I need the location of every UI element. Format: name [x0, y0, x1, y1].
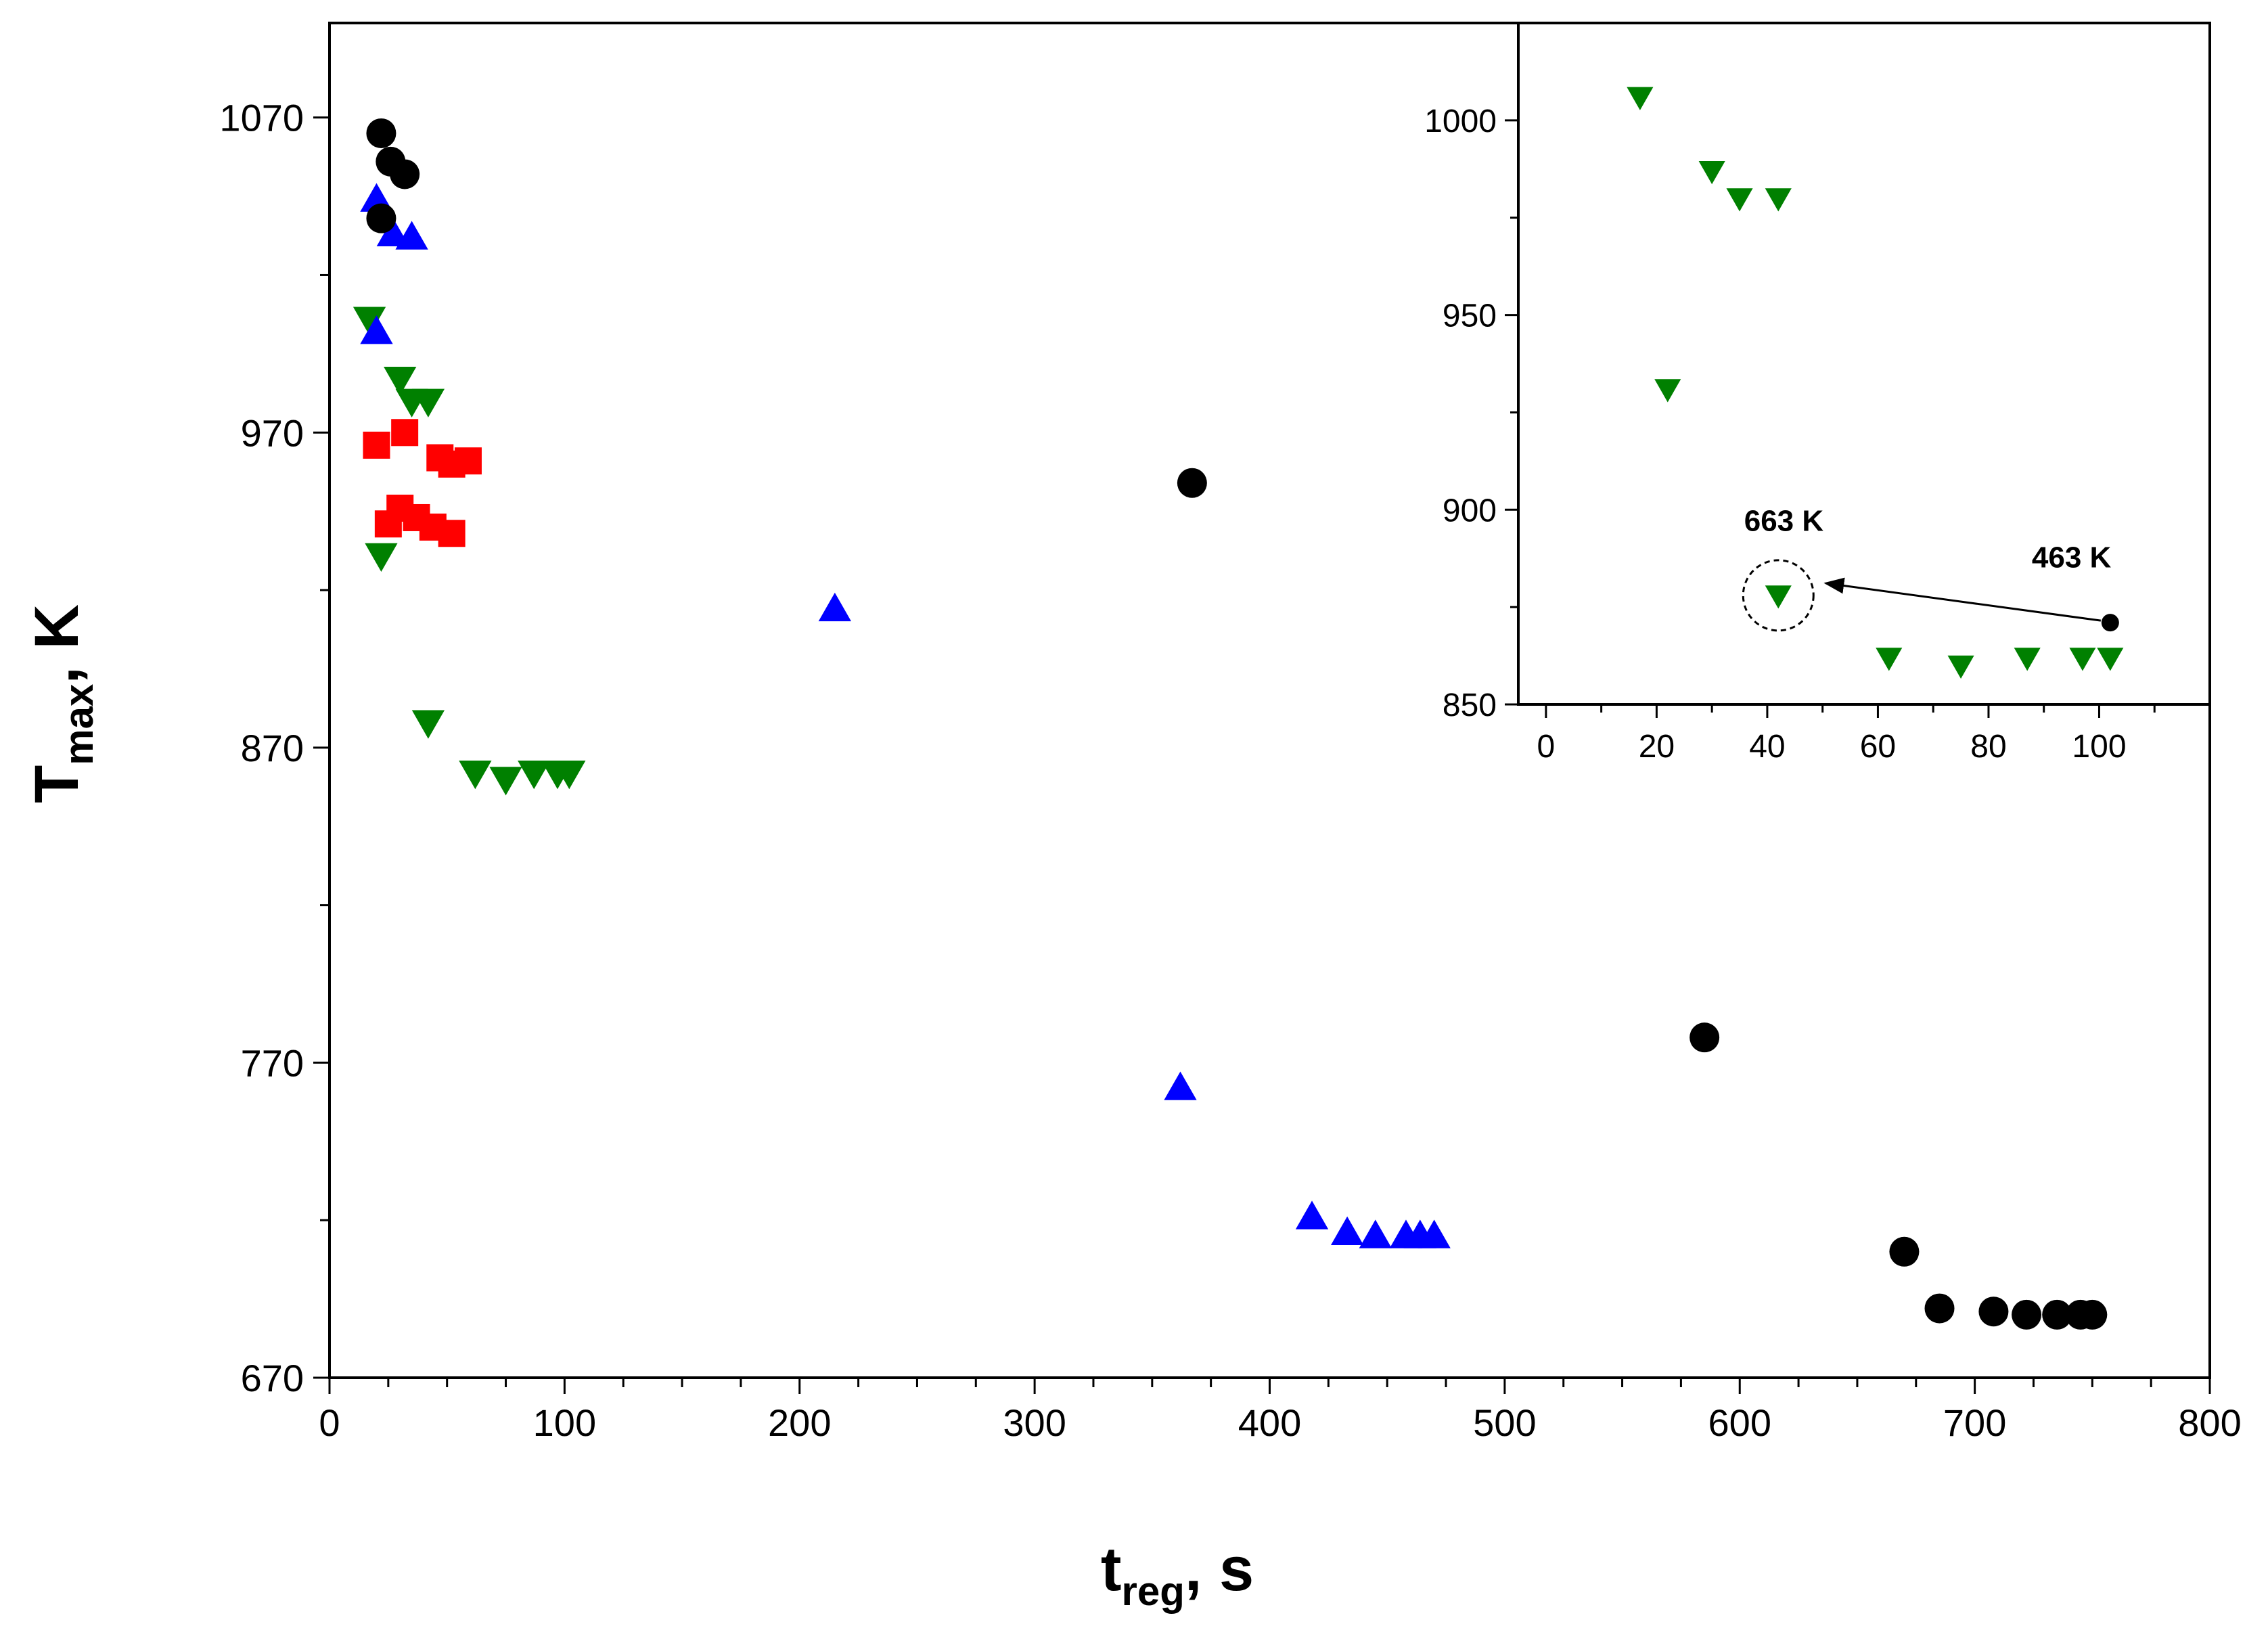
point-green-triangles-down	[489, 767, 522, 796]
point-blue-triangles-up	[395, 221, 428, 250]
point-blue-triangles-up	[376, 217, 409, 247]
x-tick-label: 200	[768, 1401, 831, 1444]
point-green-triangles-down	[411, 388, 445, 418]
inset-x-tick-label: 80	[1970, 729, 2006, 765]
x-tick-label: 100	[533, 1401, 596, 1444]
y-tick-label: 670	[241, 1357, 304, 1399]
y-tick-label: 770	[241, 1041, 304, 1084]
point-black-circles	[2012, 1299, 2042, 1330]
annotation-label: 663 K	[1744, 505, 1824, 538]
inset-y-tick-label: 1000	[1424, 104, 1497, 139]
inset-data-points	[1627, 87, 2124, 679]
point-black-circles	[1689, 1022, 1720, 1053]
x-tick-label: 500	[1473, 1401, 1536, 1444]
inset-point-green-triangle-down	[1654, 379, 1681, 403]
inset-x-axis-ticks: 0 20 40 60 80 100	[1537, 704, 2211, 765]
point-blue-triangles-up	[818, 592, 852, 622]
inset-point-green-triangle-down	[2097, 648, 2124, 671]
inset-point-green-triangle-down	[1698, 161, 1725, 185]
point-green-triangles-down	[411, 710, 445, 739]
inset-plot-frame	[1517, 22, 2211, 706]
main-plot: 0 100 200 300 400 500 600 700 800 67077087097010…	[219, 22, 2242, 1444]
x-tick-label: 800	[2178, 1401, 2241, 1444]
inset-x-tick-label: 100	[2072, 729, 2126, 765]
inset-point-black	[2101, 614, 2119, 632]
inset-x-tick-label: 60	[1860, 729, 1896, 765]
point-green-triangles-down	[459, 760, 492, 790]
inset-point-green-triangle-down	[1765, 585, 1792, 609]
inset-y-axis-ticks: 850 900 950 1000	[1424, 22, 1518, 723]
arrow	[1823, 577, 2102, 622]
y-axis-title: Tmax, K	[22, 604, 101, 803]
point-green-triangles-down	[384, 366, 417, 396]
inset-point-green-triangle-down	[1947, 655, 1974, 679]
inset-x-tick-label: 40	[1749, 729, 1785, 765]
highlight-circle	[1742, 559, 1815, 632]
point-black-circles	[366, 118, 396, 148]
point-red-squares	[438, 520, 466, 547]
point-red-squares	[363, 431, 390, 459]
point-blue-triangles-up	[1359, 1219, 1392, 1248]
y-tick-label: 870	[241, 727, 304, 769]
point-green-triangles-down	[553, 760, 586, 790]
point-black-circles	[2042, 1299, 2072, 1330]
point-red-squares	[454, 447, 482, 475]
inset-annotations: 663 K 463 K	[1742, 505, 2112, 632]
x-tick-label: 600	[1708, 1401, 1771, 1444]
point-green-triangles-down	[518, 760, 551, 790]
inset-x-tick-label: 0	[1537, 729, 1556, 765]
point-blue-triangles-up	[1295, 1200, 1329, 1230]
point-blue-triangles-up	[1330, 1216, 1364, 1245]
main-data-points	[353, 118, 2108, 1330]
point-red-squares	[391, 419, 419, 447]
point-blue-triangles-up	[360, 315, 393, 344]
point-black-circles	[1177, 468, 1207, 498]
inset-point-green-triangle-down	[2014, 648, 2041, 671]
inset-point-green-triangle-down	[1765, 188, 1792, 212]
point-green-triangles-down	[365, 543, 398, 572]
y-tick-label: 1070	[219, 97, 304, 139]
x-axis-title: treg, s	[1101, 1535, 1254, 1614]
inset-plot: 0 20 40 60 80 100 850 900 950 1000 663 K 463 K	[1424, 22, 2211, 765]
annotation-label: 463 K	[2032, 541, 2112, 574]
inset-point-green-triangle-down	[1726, 188, 1753, 212]
point-black-circles	[366, 203, 396, 233]
point-blue-triangles-up	[1418, 1219, 1451, 1248]
x-tick-label: 0	[319, 1401, 340, 1444]
inset-point-green-triangle-down	[1627, 87, 1654, 110]
inset-point-green-triangle-down	[1876, 648, 1903, 671]
main-y-axis-ticks: 670 770 870 970 1070	[219, 97, 330, 1399]
main-x-axis-ticks: 0 100 200 300 400 500 600 700 800	[319, 1378, 2242, 1444]
x-tick-label: 400	[1238, 1401, 1301, 1444]
x-tick-label: 300	[1003, 1401, 1066, 1444]
inset-y-tick-label: 900	[1443, 493, 1497, 528]
point-black-circles	[1924, 1293, 1955, 1324]
inset-y-tick-label: 850	[1443, 688, 1497, 723]
point-black-circles	[2077, 1299, 2108, 1330]
y-tick-label: 970	[241, 411, 304, 454]
point-black-circles	[1978, 1297, 2009, 1327]
point-black-circles	[390, 159, 420, 189]
point-black-circles	[1889, 1236, 1920, 1267]
point-green-triangles-down	[353, 307, 386, 336]
point-blue-triangles-up	[1164, 1071, 1197, 1100]
inset-x-tick-label: 20	[1639, 729, 1675, 765]
x-tick-label: 700	[1943, 1401, 2006, 1444]
inset-y-tick-label: 950	[1443, 298, 1497, 334]
inset-point-green-triangle-down	[2069, 648, 2096, 671]
